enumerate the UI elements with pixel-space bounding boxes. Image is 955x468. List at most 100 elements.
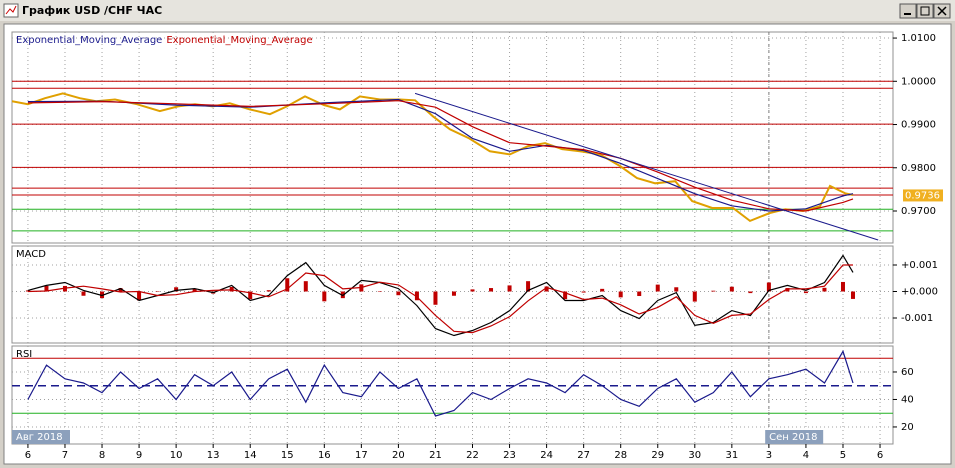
histogram-bar: [322, 291, 327, 302]
histogram-bar: [711, 290, 716, 292]
x-tick-label: 30: [688, 450, 701, 461]
x-tick-label: 16: [318, 450, 331, 461]
y-tick-label: 1.0000: [901, 76, 936, 87]
histogram-bar: [44, 285, 49, 292]
month-label-box: [765, 430, 824, 444]
x-tick-label: 24: [540, 450, 553, 461]
histogram-bar: [81, 291, 86, 296]
histogram-bar: [544, 286, 549, 292]
histogram-bar: [840, 281, 845, 292]
histogram-bar: [850, 291, 855, 299]
histogram-bar: [266, 290, 271, 292]
histogram-bar: [396, 291, 401, 296]
histogram-bar: [600, 288, 605, 292]
histogram-bar: [655, 284, 660, 292]
histogram-bar: [414, 291, 419, 301]
histogram-bar: [729, 286, 734, 292]
histogram-bar: [174, 287, 179, 292]
histogram-bar: [118, 288, 123, 292]
y-tick-label: 40: [901, 394, 914, 405]
month-label-box: [12, 430, 70, 444]
series-line: [12, 92, 854, 223]
x-tick-label: 8: [99, 450, 105, 461]
plot: [12, 346, 893, 444]
x-tick-label: 14: [244, 450, 257, 461]
x-tick-label: 6: [25, 450, 31, 461]
x-tick-label: 27: [577, 450, 590, 461]
y-tick-label: 60: [901, 367, 914, 378]
y-tick-label: -0.001: [901, 313, 933, 324]
legend-entry: Exponential_Moving_Average: [16, 35, 162, 46]
x-tick-label: 4: [803, 450, 809, 461]
x-tick-label: 15: [281, 450, 294, 461]
month-label: Авг 2018: [16, 432, 63, 443]
histogram-bar: [822, 287, 827, 292]
histogram-bar: [155, 291, 160, 293]
x-tick-label: 22: [466, 450, 479, 461]
x-tick-label: 3: [766, 450, 772, 461]
last-price-label: 0.9736: [905, 190, 940, 201]
plot: [12, 32, 893, 243]
histogram-bar: [285, 278, 290, 292]
histogram-bar: [451, 291, 456, 296]
histogram-bar: [192, 288, 197, 292]
histogram-bar: [526, 281, 531, 292]
histogram-bar: [470, 289, 475, 292]
window-icon-glyph: [5, 5, 17, 15]
y-tick-label: +0.001: [901, 260, 938, 271]
histogram-bar: [303, 281, 308, 292]
series-line: [27, 254, 854, 337]
x-tick-label: 7: [62, 450, 68, 461]
histogram-bar: [692, 291, 697, 302]
histogram-bar: [229, 286, 234, 292]
series-line: [27, 349, 854, 417]
series-line: [27, 264, 853, 334]
histogram-bar: [563, 291, 568, 300]
legend-entry: Exponential_Moving_Average: [166, 35, 312, 46]
x-tick-label: 5: [840, 450, 846, 461]
month-label: Сен 2018: [769, 432, 817, 443]
title-bar: [0, 0, 955, 21]
x-tick-label: 6: [877, 450, 883, 461]
series-line: [27, 98, 854, 212]
last-price-box: [903, 189, 943, 202]
histogram-bar: [748, 291, 753, 294]
x-tick-label: 9: [136, 450, 142, 461]
y-tick-label: 0.9700: [901, 206, 936, 217]
histogram-bar: [618, 291, 623, 298]
histogram-bar: [100, 291, 105, 299]
y-tick-label: 0.9800: [901, 163, 936, 174]
maximize-glyph: [920, 6, 930, 16]
x-tick-label: 17: [355, 450, 368, 461]
x-tick-label: 29: [651, 450, 664, 461]
minimize-button[interactable]: [899, 3, 917, 19]
histogram-bar: [489, 288, 494, 292]
y-tick-label: 20: [901, 422, 914, 433]
histogram-bar: [674, 287, 679, 292]
panel-title: RSI: [16, 349, 32, 360]
x-tick-label: 21: [429, 450, 442, 461]
histogram-bar: [377, 291, 382, 293]
series-line: [27, 100, 854, 212]
histogram-bar: [137, 291, 142, 301]
panel: [11, 345, 894, 445]
window-buttons: [899, 3, 951, 19]
histogram-bar: [581, 291, 586, 293]
histogram-bar: [62, 285, 67, 292]
histogram-bar: [803, 291, 808, 294]
trend-line: [414, 92, 879, 241]
maximize-button[interactable]: [916, 3, 934, 19]
histogram-bar: [248, 291, 253, 300]
x-tick-label: 23: [503, 450, 516, 461]
histogram-bar: [507, 285, 512, 292]
plot: [12, 246, 893, 343]
y-tick-label: +0.000: [901, 287, 938, 298]
x-tick-label: 13: [207, 450, 220, 461]
y-tick-label: 1.0100: [901, 33, 936, 44]
x-tick-label: 20: [392, 450, 405, 461]
histogram-bar: [433, 291, 438, 305]
x-tick-label: 28: [614, 450, 627, 461]
window-title: График USD /CHF ЧАС: [22, 4, 162, 17]
x-tick-label: 10: [170, 450, 183, 461]
